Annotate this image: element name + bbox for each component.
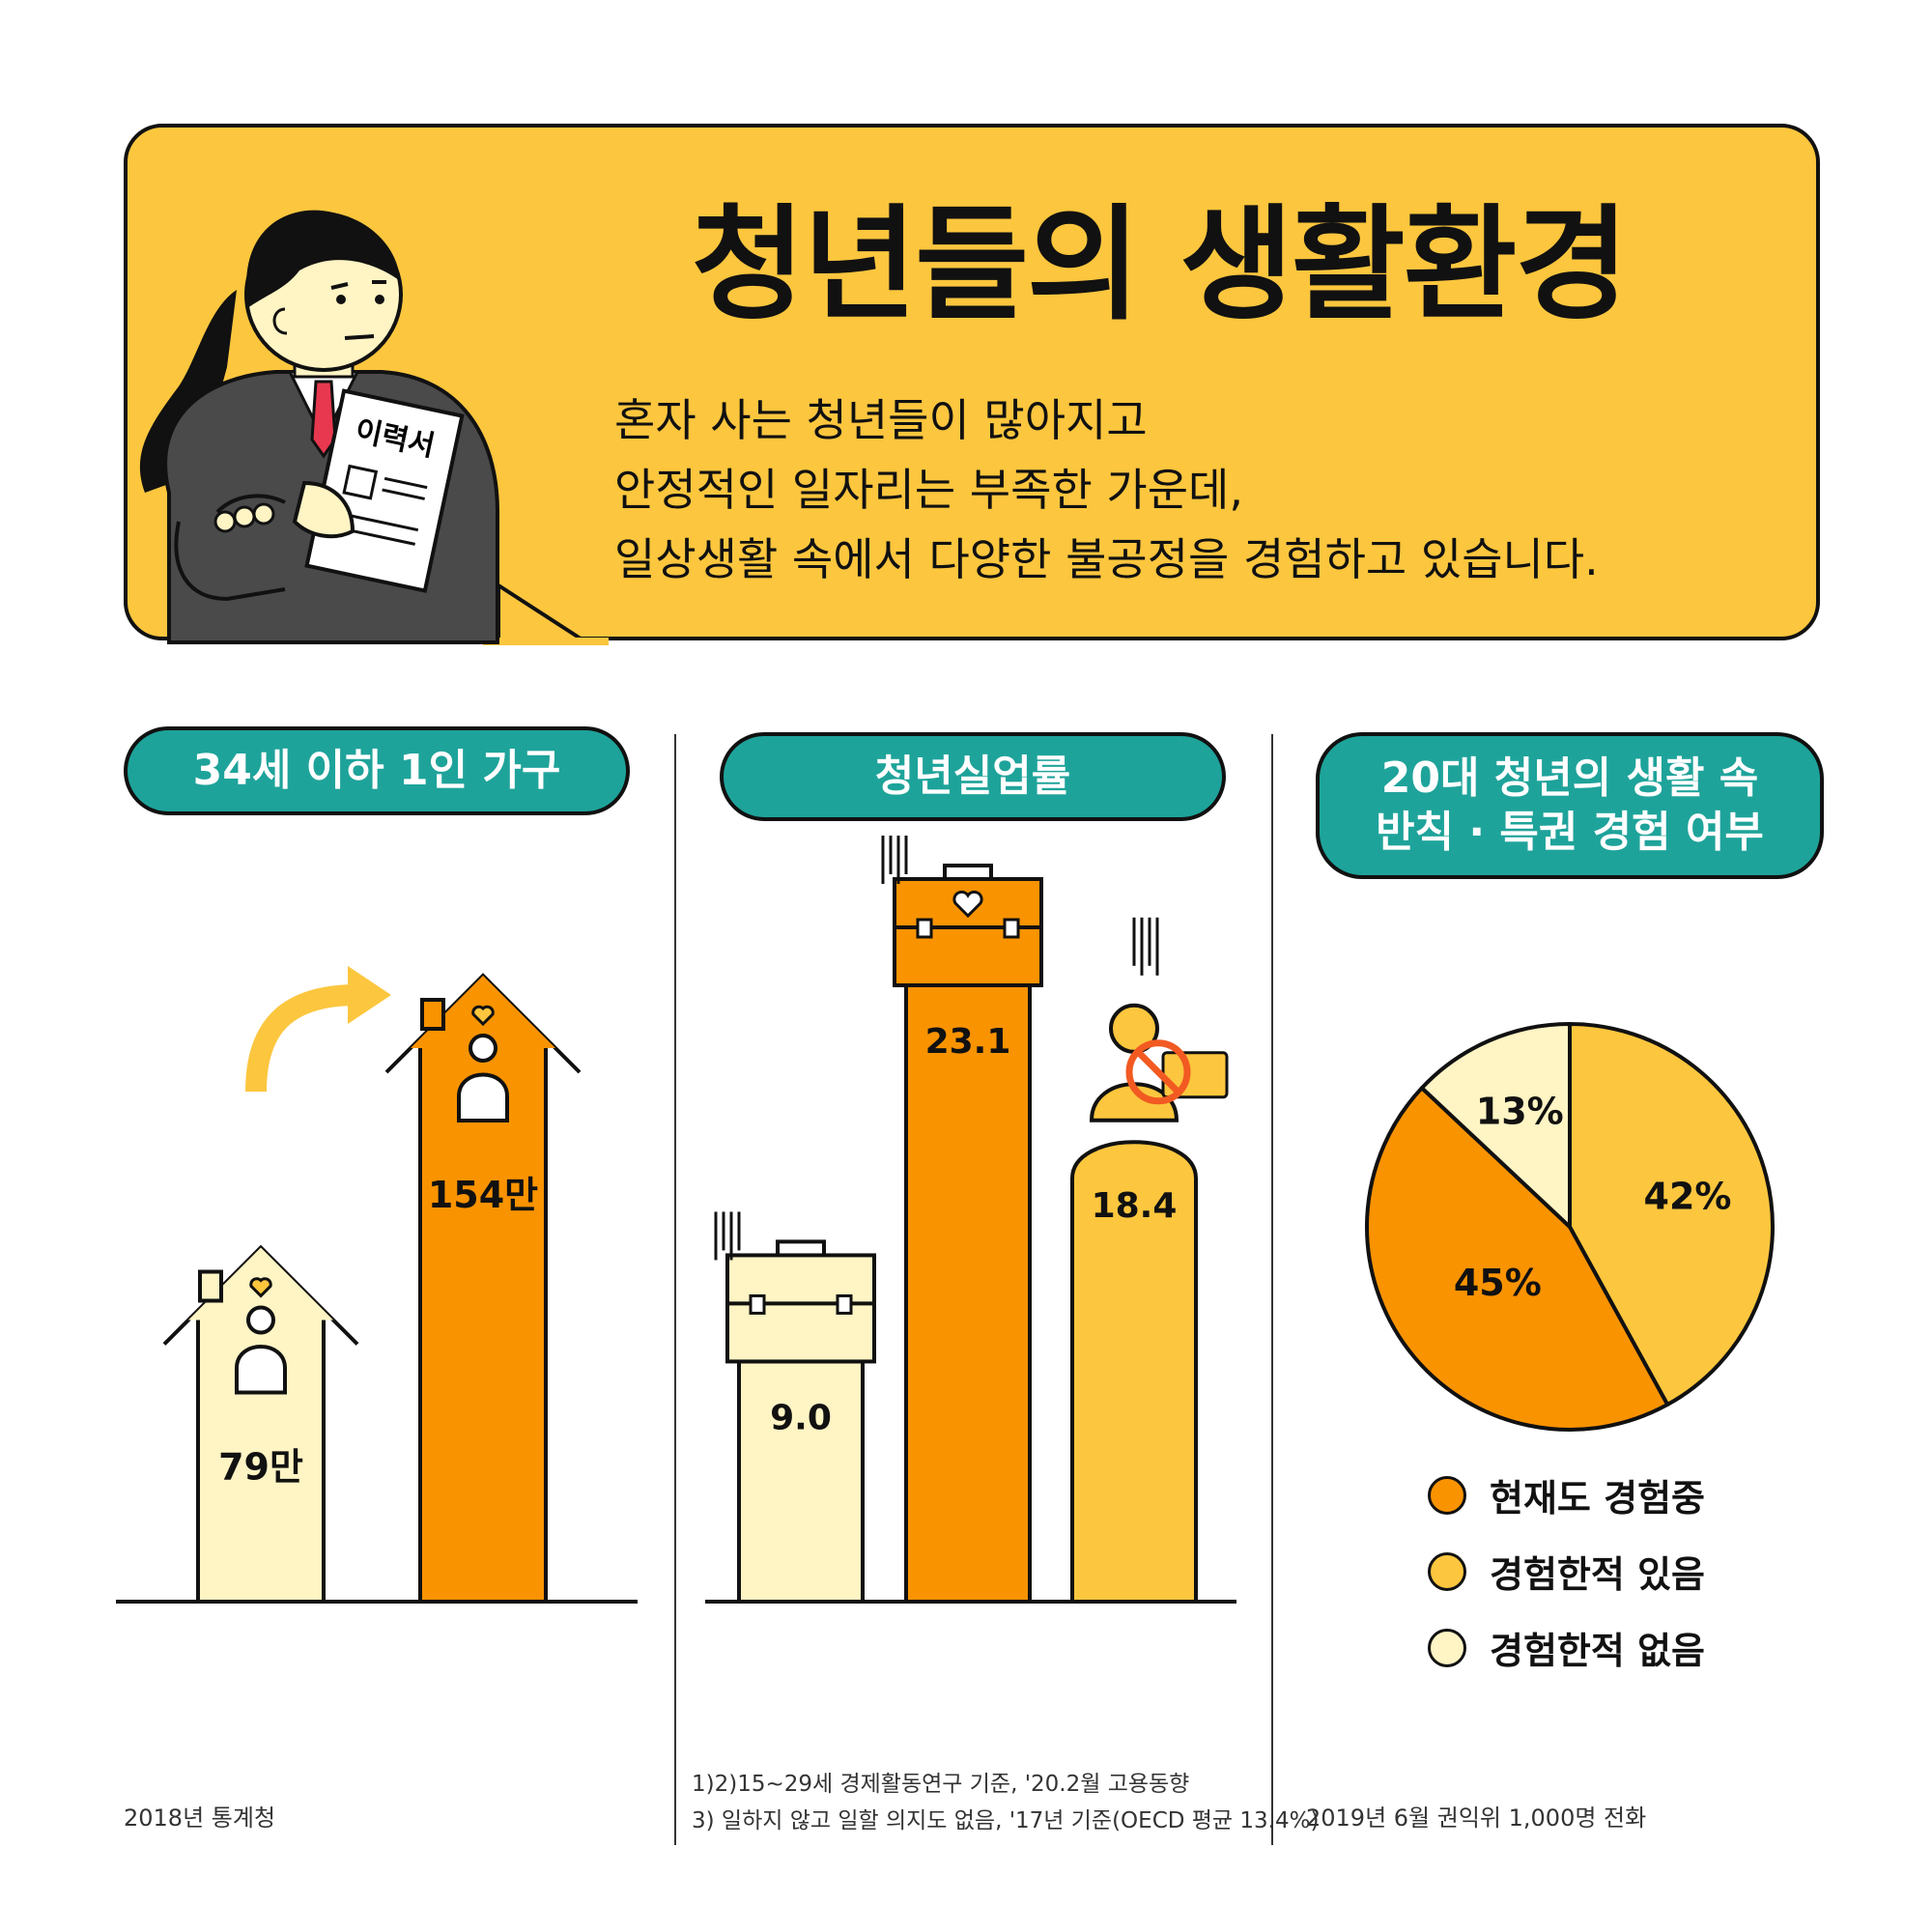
unfairness-pill: 20대 청년의 생활 속 반칙 · 특권 경험 여부: [1316, 732, 1824, 879]
legend-swatch-experienced: [1428, 1551, 1466, 1591]
chimney-1: [420, 998, 445, 1031]
households-chart: 79만2000년154만2017년: [116, 966, 638, 1604]
briefcase-clasp: [1003, 918, 1020, 939]
unemployment-value-label-1: 23.1: [925, 1022, 1011, 1062]
legend-item-never: 경험한적 없음: [1428, 1621, 1705, 1674]
unemployment-bar-0: [737, 1359, 865, 1605]
households-pill: 34세 이하 1인 가구: [124, 726, 630, 815]
legend-label-never: 경험한적 없음: [1490, 1630, 1705, 1672]
briefcase-flap: [893, 879, 1043, 929]
unfairness-pill-line-2: 반칙 · 특권 경험 여부: [1376, 808, 1764, 857]
person-body-1: [457, 1072, 509, 1122]
job-seeker-illustration: 이력서: [139, 210, 499, 644]
prohibited-icon: [1125, 1039, 1191, 1105]
page-title: 청년들의 생활환경: [691, 193, 1630, 337]
legend-label-current: 현재도 경험중: [1490, 1477, 1705, 1520]
briefcase-flap: [725, 1255, 876, 1306]
unemployment-value-label-2: 18.4: [1092, 1186, 1178, 1226]
briefcase-clasp: [749, 1293, 766, 1315]
households-bars: 79만2000년154만2017년: [162, 973, 582, 1604]
heart-icon: [471, 1005, 495, 1027]
pie-slice-label-0: 42%: [1644, 1176, 1732, 1218]
unemployment-note-1: 1)2)15~29세 경제활동연구 기준, '20.2월 고용동향: [692, 1772, 1190, 1797]
person-head-1: [469, 1034, 497, 1063]
briefcase-handle: [776, 1239, 826, 1256]
unemployment-pill: 청년실업률: [720, 732, 1226, 821]
briefcase-clasp: [836, 1293, 853, 1315]
unfairness-source: 2019년 6월 권익위 1,000명 전화: [1306, 1804, 1647, 1832]
household-value-label-0: 79만: [218, 1445, 303, 1488]
pie-slices: 42% 45% 13%: [1365, 1022, 1775, 1432]
unemployment-bar-1: [904, 983, 1032, 1604]
household-value-label-1: 154만: [428, 1174, 538, 1216]
heart-icon: [952, 890, 983, 919]
household-bar-1: [418, 1041, 548, 1604]
subtitle-line-2: 안정적인 일자리는 부족한 가운데,: [614, 464, 1243, 516]
unemployment-bars: 9.0청년실업률1)23.1체감실업률2)18.4청년니트족3): [714, 836, 1229, 1605]
prohibited-slash: [1135, 1049, 1181, 1095]
unemployment-chart: 9.0청년실업률1)23.1체감실업률2)18.4청년니트족3): [705, 836, 1236, 1605]
legend-item-experienced: 경험한적 있음: [1428, 1545, 1705, 1598]
pie-slice-label-2: 13%: [1476, 1091, 1564, 1133]
heart-icon: [249, 1277, 272, 1298]
person-head-0: [246, 1305, 275, 1335]
legend-swatch-current: [1428, 1475, 1466, 1515]
column-divider-1: [674, 734, 676, 1845]
neet-figure-body: [1070, 1140, 1198, 1604]
pie-slice-1: [1365, 1086, 1670, 1432]
households-source: 2018년 통계청: [124, 1804, 276, 1832]
chimney-0: [198, 1269, 223, 1303]
pie-slice-label-1: 45%: [1454, 1262, 1542, 1304]
subtitle-line-3: 일상생활 속에서 다양한 불공정을 경험하고 있습니다.: [614, 533, 1599, 585]
subtitle-line-1: 혼자 사는 청년들이 많아지고: [614, 394, 1148, 446]
person-body-0: [235, 1345, 287, 1395]
legend-label-experienced: 경험한적 있음: [1490, 1553, 1705, 1596]
pie-slice-2: [1419, 1022, 1572, 1229]
unemployment-value-label-0: 9.0: [770, 1398, 832, 1437]
column-divider-2: [1271, 734, 1273, 1845]
briefcase-clasp: [916, 918, 933, 939]
legend-item-current: 현재도 경험중: [1428, 1468, 1705, 1521]
roof-line-0: [162, 1244, 359, 1346]
unemployment-note-2: 3) 일하지 않고 일할 의지도 없음, '17년 기준(OECD 평균 13.…: [692, 1808, 1320, 1833]
briefcase-handle: [943, 864, 993, 879]
unfairness-pill-line-1: 20대 청년의 생활 속: [1380, 753, 1759, 803]
pie-slice-0: [1568, 1022, 1775, 1407]
unfairness-pie-chart: 42% 45% 13%: [1365, 1022, 1775, 1432]
pie-legend: 현재도 경험중 경험한적 있음 경험한적 없음: [1428, 1468, 1705, 1674]
neet-figure-shoulders: [1089, 1082, 1179, 1122]
legend-swatch-never: [1428, 1628, 1466, 1667]
